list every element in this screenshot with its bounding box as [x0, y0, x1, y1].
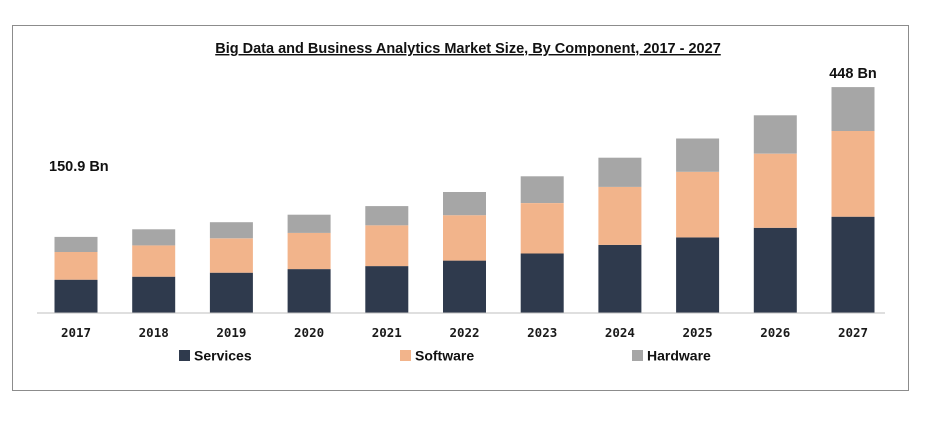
bar-software-2023: [520, 203, 564, 254]
bar-hardware-2019: [209, 222, 253, 239]
legend-swatch-software: [400, 350, 411, 361]
stacked-bar-chart: Big Data and Business Analytics Market S…: [37, 41, 885, 364]
x-tick-2019: 2019: [216, 325, 246, 340]
x-tick-2024: 2024: [605, 325, 635, 340]
bar-services-2018: [132, 276, 176, 313]
bar-services-2026: [753, 227, 797, 313]
x-tick-2025: 2025: [683, 325, 713, 340]
legend-swatch-hardware: [632, 350, 643, 361]
bar-hardware-2020: [287, 214, 331, 233]
legend-label-software: Software: [415, 348, 474, 364]
annotation-2027: 448 Bn: [829, 66, 877, 82]
bar-hardware-2022: [443, 192, 486, 216]
x-tick-2023: 2023: [527, 325, 557, 340]
legend-swatch-services: [179, 350, 190, 361]
bar-hardware-2027: [831, 87, 875, 131]
annotation-2017: 150.9 Bn: [49, 159, 109, 175]
x-tick-2027: 2027: [838, 325, 868, 340]
x-tick-2026: 2026: [760, 325, 790, 340]
x-tick-2022: 2022: [449, 325, 479, 340]
bar-software-2025: [676, 171, 720, 238]
bar-hardware-2017: [54, 236, 98, 252]
annotations: 150.9 Bn 448 Bn: [49, 66, 877, 175]
bar-services-2022: [443, 260, 486, 313]
bar-software-2017: [54, 252, 98, 280]
chart-title: Big Data and Business Analytics Market S…: [215, 41, 721, 57]
x-tick-2021: 2021: [372, 325, 402, 340]
x-tick-labels: 2017 2018 2019 2020 2021 2022 2023 2024 2025 2026…: [61, 325, 868, 340]
legend-item-services: Services: [179, 348, 252, 364]
chart-frame: Big Data and Business Analytics Market S…: [12, 25, 909, 391]
bar-services-2019: [209, 272, 253, 313]
bar-software-2022: [443, 215, 486, 261]
bar-hardware-2026: [753, 115, 797, 154]
legend: Services Software Hardware: [179, 348, 711, 364]
bar-software-2020: [287, 232, 331, 270]
legend-label-hardware: Hardware: [647, 348, 711, 364]
bar-software-2021: [365, 225, 409, 267]
x-tick-2018: 2018: [139, 325, 169, 340]
bar-software-2024: [598, 186, 642, 245]
bar-services-2025: [676, 237, 720, 313]
bar-software-2026: [753, 153, 797, 228]
legend-label-services: Services: [194, 348, 252, 364]
bar-services-2017: [54, 279, 98, 313]
bars-layer: [54, 87, 875, 313]
bar-hardware-2025: [676, 138, 720, 172]
legend-item-software: Software: [400, 348, 474, 364]
bar-hardware-2018: [132, 229, 176, 246]
x-tick-2017: 2017: [61, 325, 91, 340]
bar-services-2024: [598, 244, 642, 313]
bar-software-2018: [132, 245, 176, 277]
bar-hardware-2021: [365, 206, 409, 226]
bar-software-2019: [209, 238, 253, 273]
x-tick-2020: 2020: [294, 325, 324, 340]
legend-item-hardware: Hardware: [632, 348, 711, 364]
bar-services-2021: [365, 266, 409, 313]
bar-services-2020: [287, 269, 331, 313]
bar-hardware-2024: [598, 157, 642, 187]
bar-services-2023: [520, 253, 564, 313]
bar-software-2027: [831, 131, 875, 217]
bar-hardware-2023: [520, 176, 564, 203]
bar-services-2027: [831, 216, 875, 313]
